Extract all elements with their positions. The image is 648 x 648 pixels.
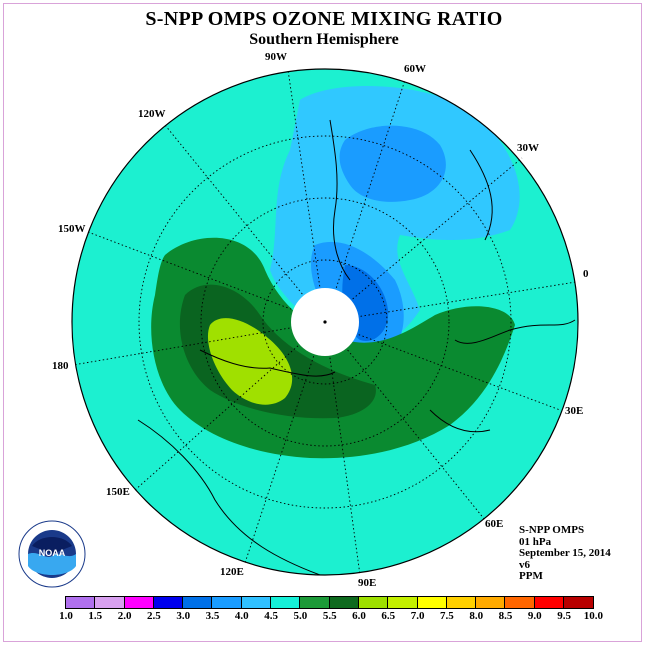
colorbar-segment	[271, 597, 301, 608]
colorbar-segment	[476, 597, 506, 608]
ozone-region-lime-max	[207, 318, 293, 405]
coastline-south-america	[329, 119, 351, 281]
colorbar-segment	[358, 597, 389, 608]
colorbar-segment	[388, 597, 418, 608]
colorbar-tick-label: 10.0	[583, 610, 604, 622]
lon-label-120e: 120E	[220, 566, 244, 578]
lon-label-180: 180	[52, 360, 69, 372]
info-version: v6	[519, 558, 530, 571]
lon-label-30e: 30E	[565, 405, 584, 417]
coastline-australia	[137, 419, 321, 575]
colorbar-segment	[564, 597, 594, 608]
map-subtitle: Southern Hemisphere	[249, 31, 399, 48]
colorbar-tick-label: 9.0	[527, 610, 542, 622]
info-units: PPM	[519, 570, 543, 582]
lon-label-120w: 120W	[138, 108, 166, 120]
colorbar-tick-label: 5.0	[293, 610, 308, 622]
colorbar-tick-label: 4.5	[264, 610, 278, 622]
pole-marker	[323, 320, 327, 324]
colorbar-segment	[153, 597, 184, 608]
colorbar-tick-label: 3.5	[205, 610, 220, 622]
colorbar-segment	[300, 597, 330, 608]
info-instrument: S-NPP OMPS	[519, 524, 585, 536]
colorbar-segment	[124, 597, 154, 608]
coastline-africa-west	[469, 149, 493, 241]
colorbar-segment	[417, 597, 447, 608]
colorbar-segment	[534, 597, 565, 608]
colorbar-segment	[95, 597, 125, 608]
colorbar-tick-label: 9.5	[557, 610, 571, 622]
coastline-africa-south	[429, 409, 491, 433]
colorbar-tick-label: 3.0	[176, 610, 191, 622]
colorbar-segment	[446, 597, 477, 608]
colorbar-tick-label: 8.5	[498, 610, 513, 622]
colorbar-tick-label: 1.0	[59, 610, 73, 622]
lon-label-30w: 30W	[517, 142, 539, 154]
lon-label-150e: 150E	[106, 486, 130, 498]
colorbar	[65, 596, 595, 609]
colorbar-tick-label: 5.5	[322, 610, 337, 622]
colorbar-tick-label: 2.5	[147, 610, 161, 622]
coastline-antarctica-east	[454, 319, 576, 344]
colorbar-ticks: 1.0 1.5 2.0 2.5 3.0 3.5 4.0 4.5 5.0 5.5 6.0 6.5 7.0 7…	[0, 610, 648, 624]
map-border	[71, 68, 579, 576]
graticule	[72, 69, 577, 576]
info-level: 01 hPa	[519, 535, 552, 548]
colorbar-tick-label: 7.5	[440, 610, 454, 622]
colorbar-segment	[329, 597, 359, 608]
lon-label-90w: 90W	[265, 51, 287, 63]
coastline-antarctica-west	[199, 349, 336, 377]
colorbar-tick-label: 7.0	[410, 610, 425, 622]
product-info: S-NPP OMPS 01 hPa September 15, 2014 v6 …	[519, 524, 611, 583]
image-frame	[3, 3, 642, 642]
colorbar-tick-label: 8.0	[469, 610, 484, 622]
map-title: S-NPP OMPS OZONE MIXING RATIO	[145, 8, 503, 30]
colorbar-segment	[183, 597, 213, 608]
colorbar-segment	[66, 597, 96, 608]
lon-label-0: 0	[583, 268, 589, 280]
lon-label-60w: 60W	[404, 63, 426, 75]
lon-label-150w: 150W	[58, 223, 86, 235]
lon-label-90e: 90E	[358, 577, 377, 589]
ozone-region-mid-blue-1	[339, 125, 446, 202]
colorbar-tick-label: 2.0	[117, 610, 132, 622]
svg-text:NOAA: NOAA	[39, 548, 66, 558]
lon-label-60e: 60E	[485, 518, 504, 530]
colorbar-segment	[241, 597, 272, 608]
colorbar-tick-label: 6.5	[381, 610, 396, 622]
colorbar-segment	[505, 597, 535, 608]
colorbar-tick-label: 1.5	[88, 610, 103, 622]
info-date: September 15, 2014	[519, 547, 611, 559]
colorbar-tick-label: 4.0	[234, 610, 249, 622]
colorbar-tick-label: 6.0	[352, 610, 366, 622]
noaa-logo-icon: NOAA	[18, 520, 86, 588]
colorbar-segment	[212, 597, 242, 608]
